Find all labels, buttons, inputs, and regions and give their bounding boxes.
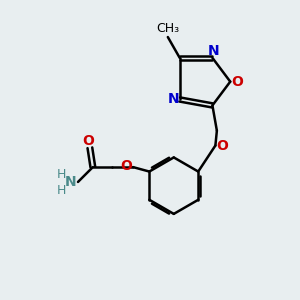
Text: N: N: [167, 92, 179, 106]
Text: H: H: [57, 168, 66, 181]
Text: N: N: [65, 175, 76, 189]
Text: O: O: [121, 159, 132, 172]
Text: CH₃: CH₃: [156, 22, 179, 35]
Text: O: O: [82, 134, 94, 148]
Text: H: H: [57, 184, 66, 197]
Text: O: O: [216, 139, 228, 152]
Text: O: O: [231, 75, 243, 88]
Text: N: N: [208, 44, 220, 58]
